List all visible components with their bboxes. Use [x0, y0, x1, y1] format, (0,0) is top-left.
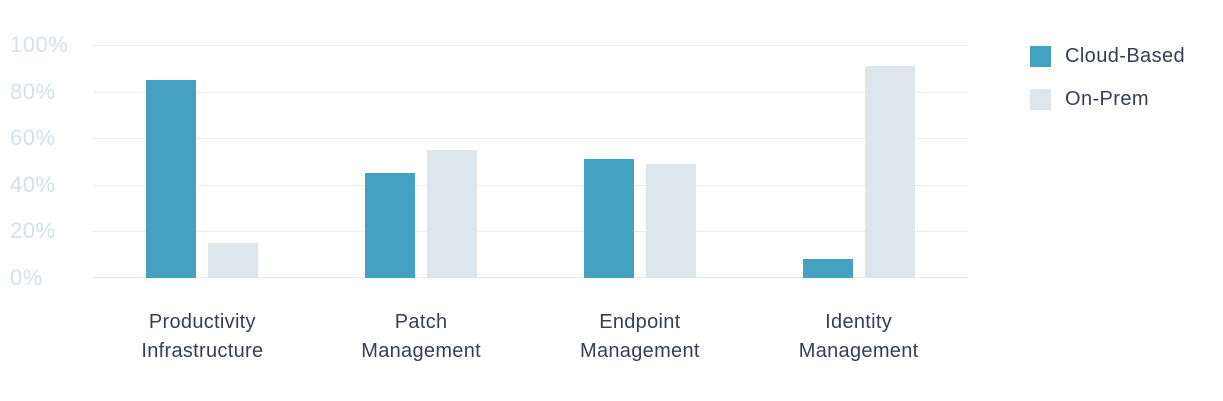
bar-group-patch-management: [312, 45, 531, 278]
category-label-endpoint-management: Endpoint Management: [580, 311, 700, 362]
bar-cloud-based-productivity-infrastructure: [146, 79, 197, 278]
bar-on-prem-identity-management: [864, 65, 915, 278]
y-axis-tick-label: 80%: [10, 78, 56, 104]
legend: Cloud-Based On-Prem: [1030, 45, 1185, 111]
legend-item-on-prem: On-Prem: [1030, 88, 1185, 111]
y-axis-tick-label: 100%: [10, 32, 69, 57]
bar-on-prem-patch-management: [427, 149, 478, 278]
legend-label-cloud-based: Cloud-Based: [1065, 45, 1186, 67]
legend-item-cloud-based: Cloud-Based: [1030, 45, 1185, 68]
gridline: [93, 45, 968, 46]
bar-cloud-based-endpoint-management: [583, 159, 634, 278]
legend-swatch-cloud-based: [1030, 46, 1051, 67]
legend-swatch-on-prem: [1030, 89, 1051, 110]
gridline: [93, 231, 968, 233]
y-axis-tick-label: 20%: [10, 218, 56, 244]
bar-group-productivity-infrastructure: [93, 45, 312, 278]
y-axis-tick-label: 60%: [10, 125, 56, 151]
bar-group-identity-management: [749, 45, 968, 278]
bar-cloud-based-patch-management: [365, 173, 416, 278]
bar-on-prem-productivity-infrastructure: [208, 243, 259, 278]
bar-group-endpoint-management: [531, 45, 750, 278]
bar-cloud-based-identity-management: [802, 259, 853, 278]
y-axis-tick-label: 40%: [10, 171, 56, 197]
baseline-gridline: [93, 277, 968, 278]
gridline: [93, 138, 968, 140]
gridline: [93, 91, 968, 93]
y-axis: 100% 80% 60% 40% 20% 0%: [10, 32, 90, 290]
plot-area: [93, 45, 968, 278]
y-axis-tick-label: 0%: [10, 265, 43, 290]
legend-label-on-prem: On-Prem: [1065, 88, 1149, 110]
x-axis: Productivity Infrastructure Patch Manage…: [93, 308, 968, 366]
category-label-patch-management: Patch Management: [361, 311, 481, 362]
category-label-identity-management: Identity Management: [798, 311, 919, 362]
category-label-productivity-infrastructure: Productivity Infrastructure: [141, 311, 264, 362]
bars-layer: [93, 45, 968, 278]
bar-on-prem-endpoint-management: [645, 163, 696, 278]
gridline: [93, 184, 968, 186]
